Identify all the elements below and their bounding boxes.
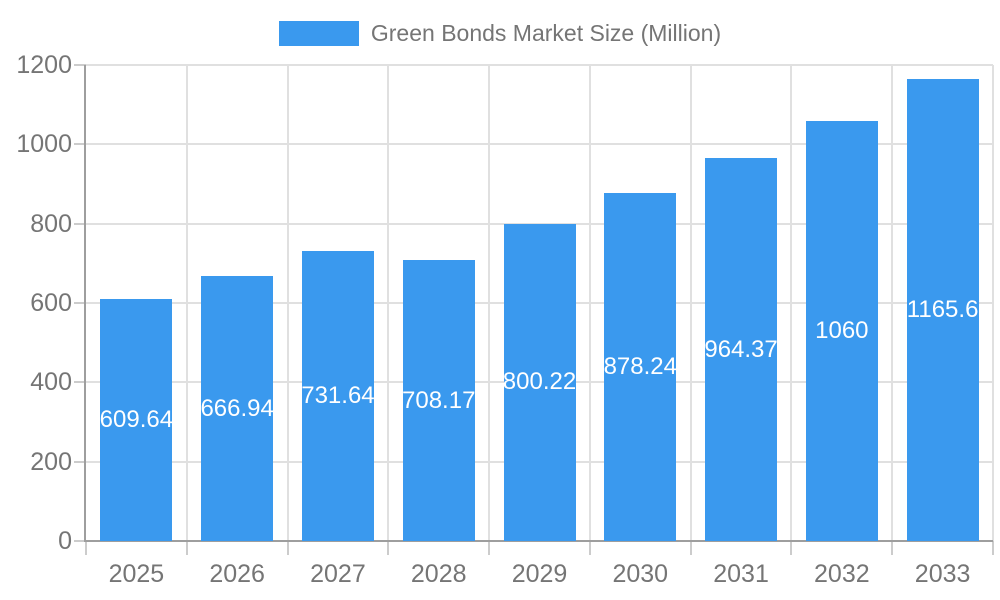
- bar-value-label: 878.24: [603, 352, 677, 380]
- x-tick-label: 2029: [511, 560, 568, 588]
- bar-value-label: 708.17: [402, 386, 476, 414]
- x-axis-tick: [992, 541, 994, 555]
- x-tick-label: 2027: [310, 560, 366, 588]
- x-tick-label: 2030: [612, 560, 669, 588]
- y-tick-label: 600: [30, 289, 72, 317]
- x-tick-label: 2025: [108, 560, 165, 588]
- y-tick-label: 0: [58, 527, 72, 555]
- x-gridline: [891, 65, 894, 541]
- x-tick-label: 2028: [410, 560, 467, 588]
- x-tick-label: 2033: [914, 560, 971, 588]
- y-axis-tick: [74, 540, 86, 542]
- bar-2027[interactable]: [301, 250, 374, 541]
- y-tick-label: 800: [30, 209, 72, 238]
- x-tick-label: 2031: [713, 560, 769, 588]
- y-gridline: [86, 143, 993, 146]
- x-axis-line: [86, 540, 993, 542]
- x-axis-tick: [588, 541, 591, 555]
- bar-2033[interactable]: [906, 78, 979, 541]
- bar-2031[interactable]: [705, 158, 778, 541]
- bar-2028[interactable]: [402, 260, 475, 541]
- bar-2032[interactable]: [805, 120, 878, 541]
- x-gridline: [689, 65, 692, 541]
- y-axis-line: [84, 65, 86, 542]
- x-axis-tick: [689, 541, 692, 555]
- x-gridline: [790, 65, 793, 541]
- y-tick-label: 1200: [16, 51, 72, 79]
- bar-value-label: 609.64: [99, 406, 174, 434]
- bar-2026[interactable]: [201, 276, 274, 541]
- x-axis-tick: [790, 541, 793, 555]
- y-axis-tick: [74, 143, 86, 146]
- x-tick-label: 2026: [209, 560, 265, 588]
- chart-legend[interactable]: Green Bonds Market Size (Million): [0, 20, 1000, 47]
- y-axis-tick: [74, 381, 86, 384]
- x-axis-tick: [185, 541, 188, 555]
- bar-2029[interactable]: [503, 223, 576, 541]
- bar-value-label: 1165.6: [906, 295, 979, 323]
- x-axis-tick: [286, 541, 289, 555]
- y-axis-tick: [74, 64, 86, 66]
- x-axis-tick: [85, 541, 87, 555]
- x-axis-tick: [488, 541, 491, 555]
- y-axis-tick: [74, 302, 86, 304]
- bar-value-label: 731.64: [301, 381, 375, 409]
- bar-2025[interactable]: [100, 299, 173, 541]
- y-axis-tick: [74, 222, 86, 225]
- x-gridline: [185, 65, 188, 541]
- bar-value-label: 666.94: [200, 394, 274, 422]
- x-tick-label: 2032: [814, 560, 870, 588]
- bar-value-label: 964.37: [704, 335, 778, 363]
- x-gridline: [387, 65, 390, 541]
- y-tick-label: 1000: [16, 130, 72, 159]
- y-tick-label: 400: [30, 368, 72, 397]
- legend-swatch: [278, 21, 359, 46]
- x-gridline: [588, 65, 591, 541]
- legend-label: Green Bonds Market Size (Million): [370, 20, 722, 46]
- y-axis-tick: [74, 460, 86, 463]
- x-gridline: [488, 65, 491, 541]
- bar-value-label: 800.22: [502, 368, 577, 396]
- y-tick-label: 200: [30, 447, 72, 476]
- x-axis-tick: [387, 541, 390, 555]
- x-gridline: [286, 65, 289, 541]
- y-gridline: [86, 64, 993, 66]
- x-axis-tick: [891, 541, 894, 555]
- bar-2030[interactable]: [604, 192, 677, 541]
- x-gridline: [992, 65, 994, 541]
- bar-value-label: 1060: [815, 316, 869, 344]
